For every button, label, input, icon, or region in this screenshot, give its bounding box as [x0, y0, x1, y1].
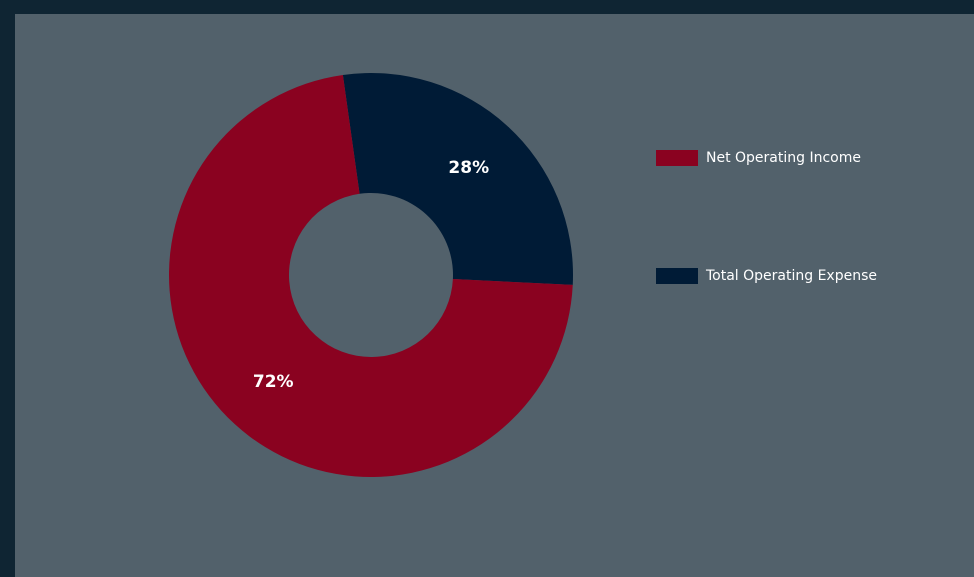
legend-swatch-net-operating-income [656, 150, 698, 166]
legend-label-total-operating-expense: Total Operating Expense [706, 268, 878, 284]
legend-swatch-total-operating-expense [656, 268, 698, 284]
donut-chart: 28% 72% [168, 73, 573, 477]
legend-item-total-operating-expense[interactable]: Total Operating Expense [656, 266, 956, 286]
slice-label-total-operating-expense: 28% [448, 158, 489, 178]
chart-panel: 28% 72% Net Operating Income Total Operat… [15, 14, 974, 577]
legend-label-net-operating-income: Net Operating Income [706, 150, 861, 166]
slice-label-net-operating-income: 72% [253, 372, 294, 392]
donut-slice-net-operating-income[interactable] [168, 74, 573, 477]
legend-item-net-operating-income[interactable]: Net Operating Income [656, 148, 956, 168]
donut-slice-total-operating-expense[interactable] [342, 73, 573, 285]
